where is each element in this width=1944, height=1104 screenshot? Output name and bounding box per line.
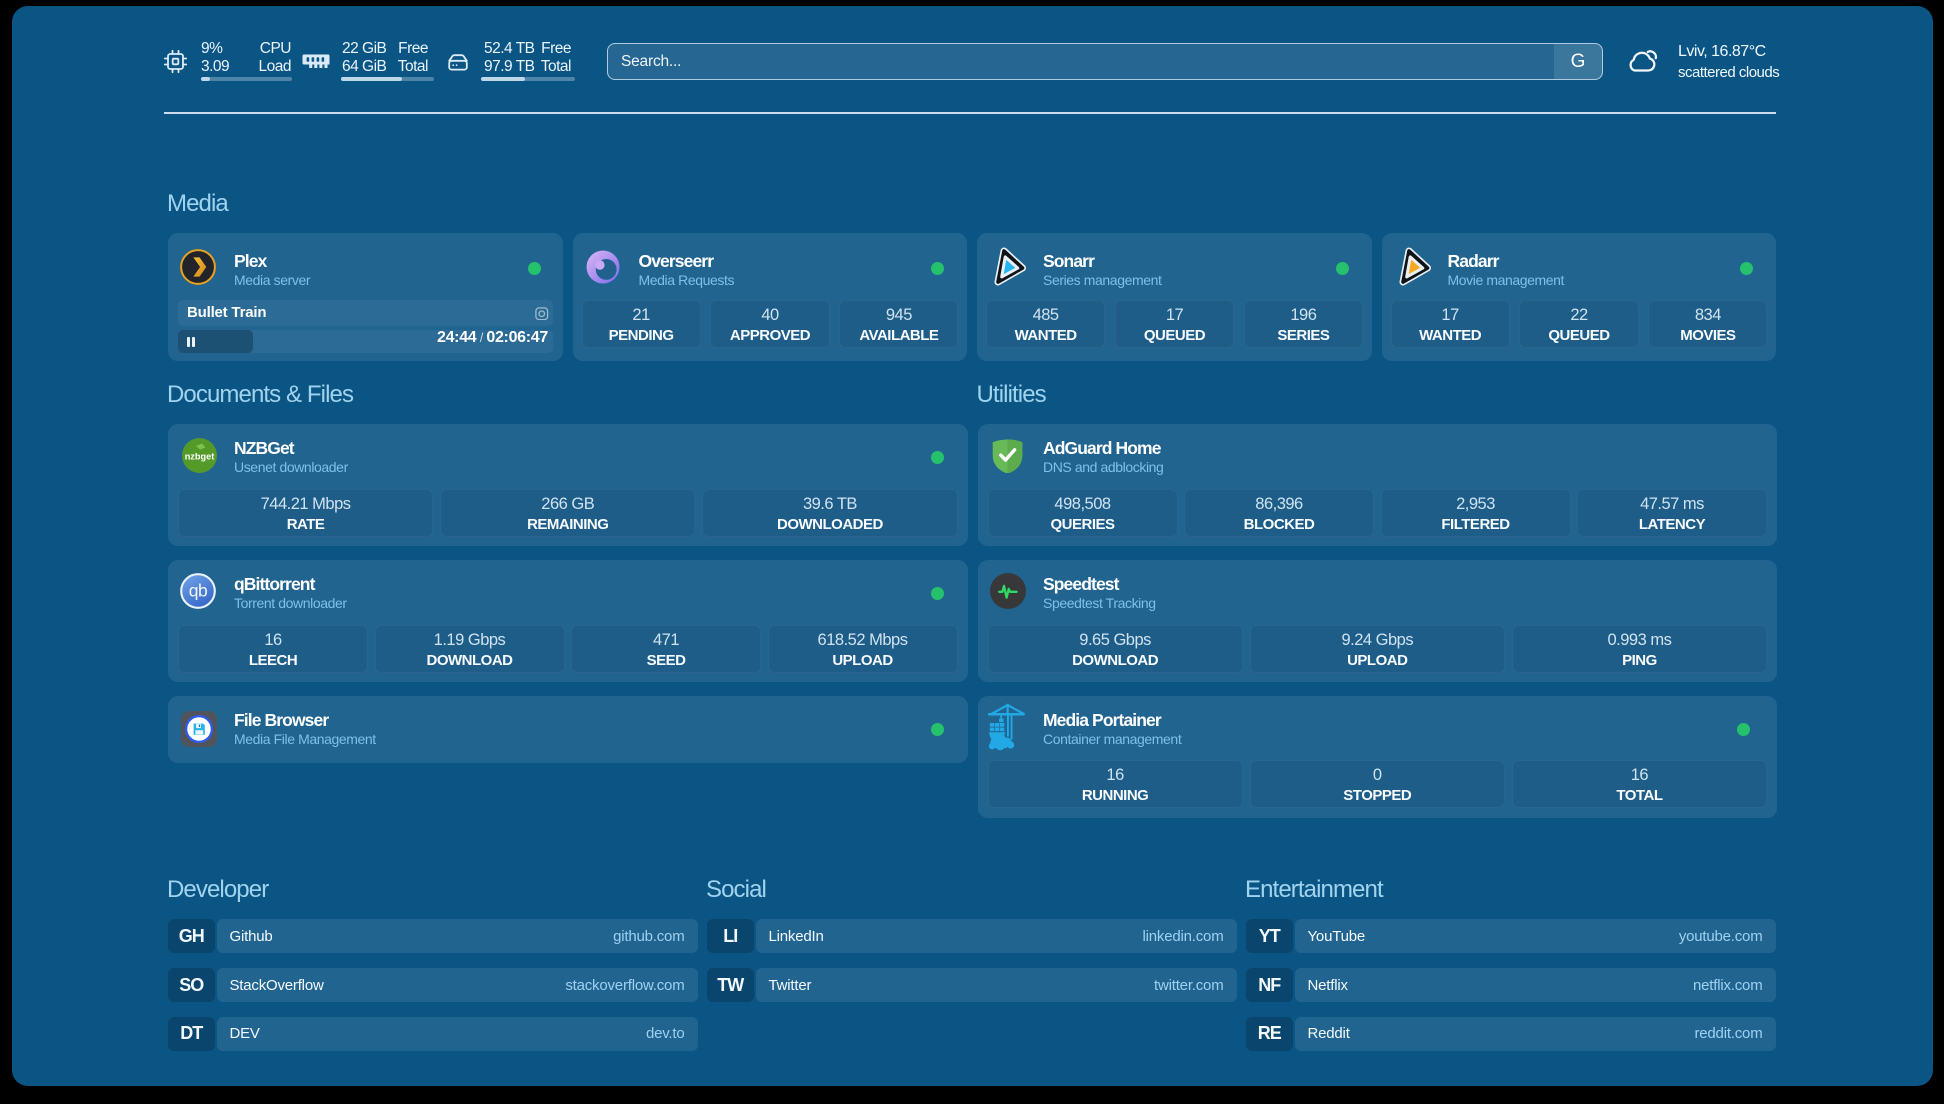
svg-text:nzbget: nzbget [184,451,214,461]
svg-text:qb: qb [189,580,207,600]
